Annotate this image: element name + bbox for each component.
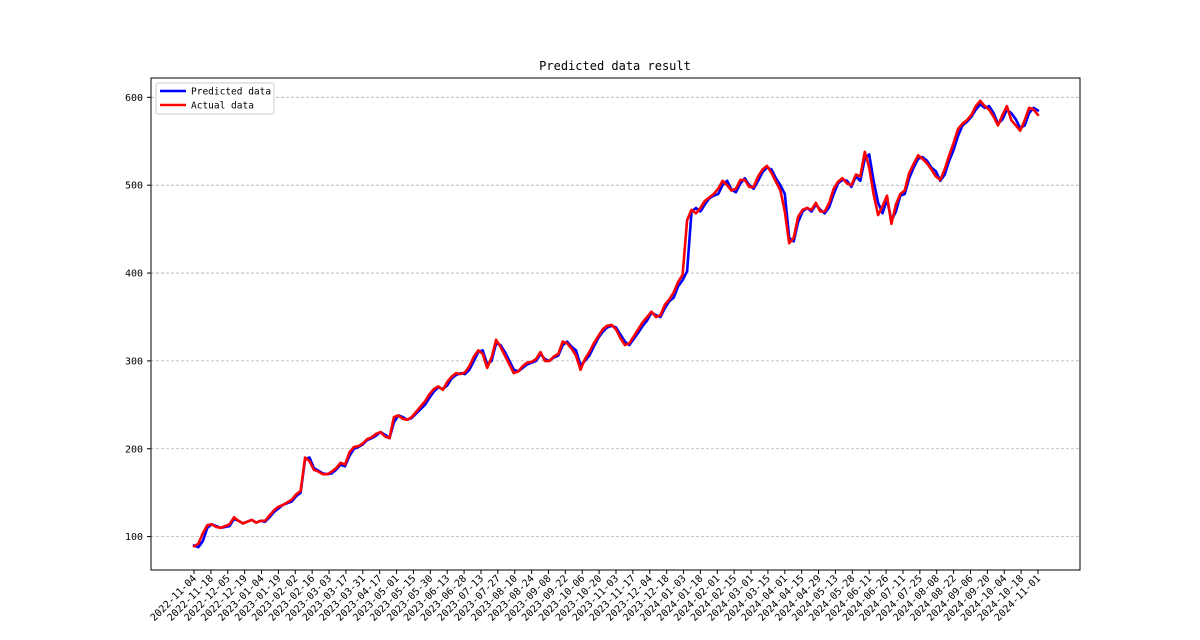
series-line-actual bbox=[192, 99, 1040, 548]
gridlines bbox=[151, 96, 1080, 538]
y-tick-label: 300 bbox=[125, 356, 143, 367]
y-tick-label: 500 bbox=[125, 181, 143, 192]
y-tick-label: 100 bbox=[125, 532, 143, 543]
y-axis: 100 200 300 400 500 600 bbox=[125, 93, 151, 543]
legend-label-actual: Actual data bbox=[191, 101, 254, 112]
y-tick-label: 400 bbox=[125, 269, 143, 280]
x-axis: 2022-11-042022-11-182022-12-052022-12-19… bbox=[149, 570, 1043, 624]
legend-label-predicted: Predicted data bbox=[191, 87, 271, 98]
legend: Predicted data Actual data bbox=[155, 82, 275, 115]
y-tick-label: 600 bbox=[125, 93, 143, 104]
plot-area bbox=[150, 77, 1081, 571]
series-lines bbox=[192, 99, 1040, 549]
y-tick-label: 200 bbox=[125, 444, 143, 455]
chart-title: Predicted data result bbox=[539, 59, 691, 73]
